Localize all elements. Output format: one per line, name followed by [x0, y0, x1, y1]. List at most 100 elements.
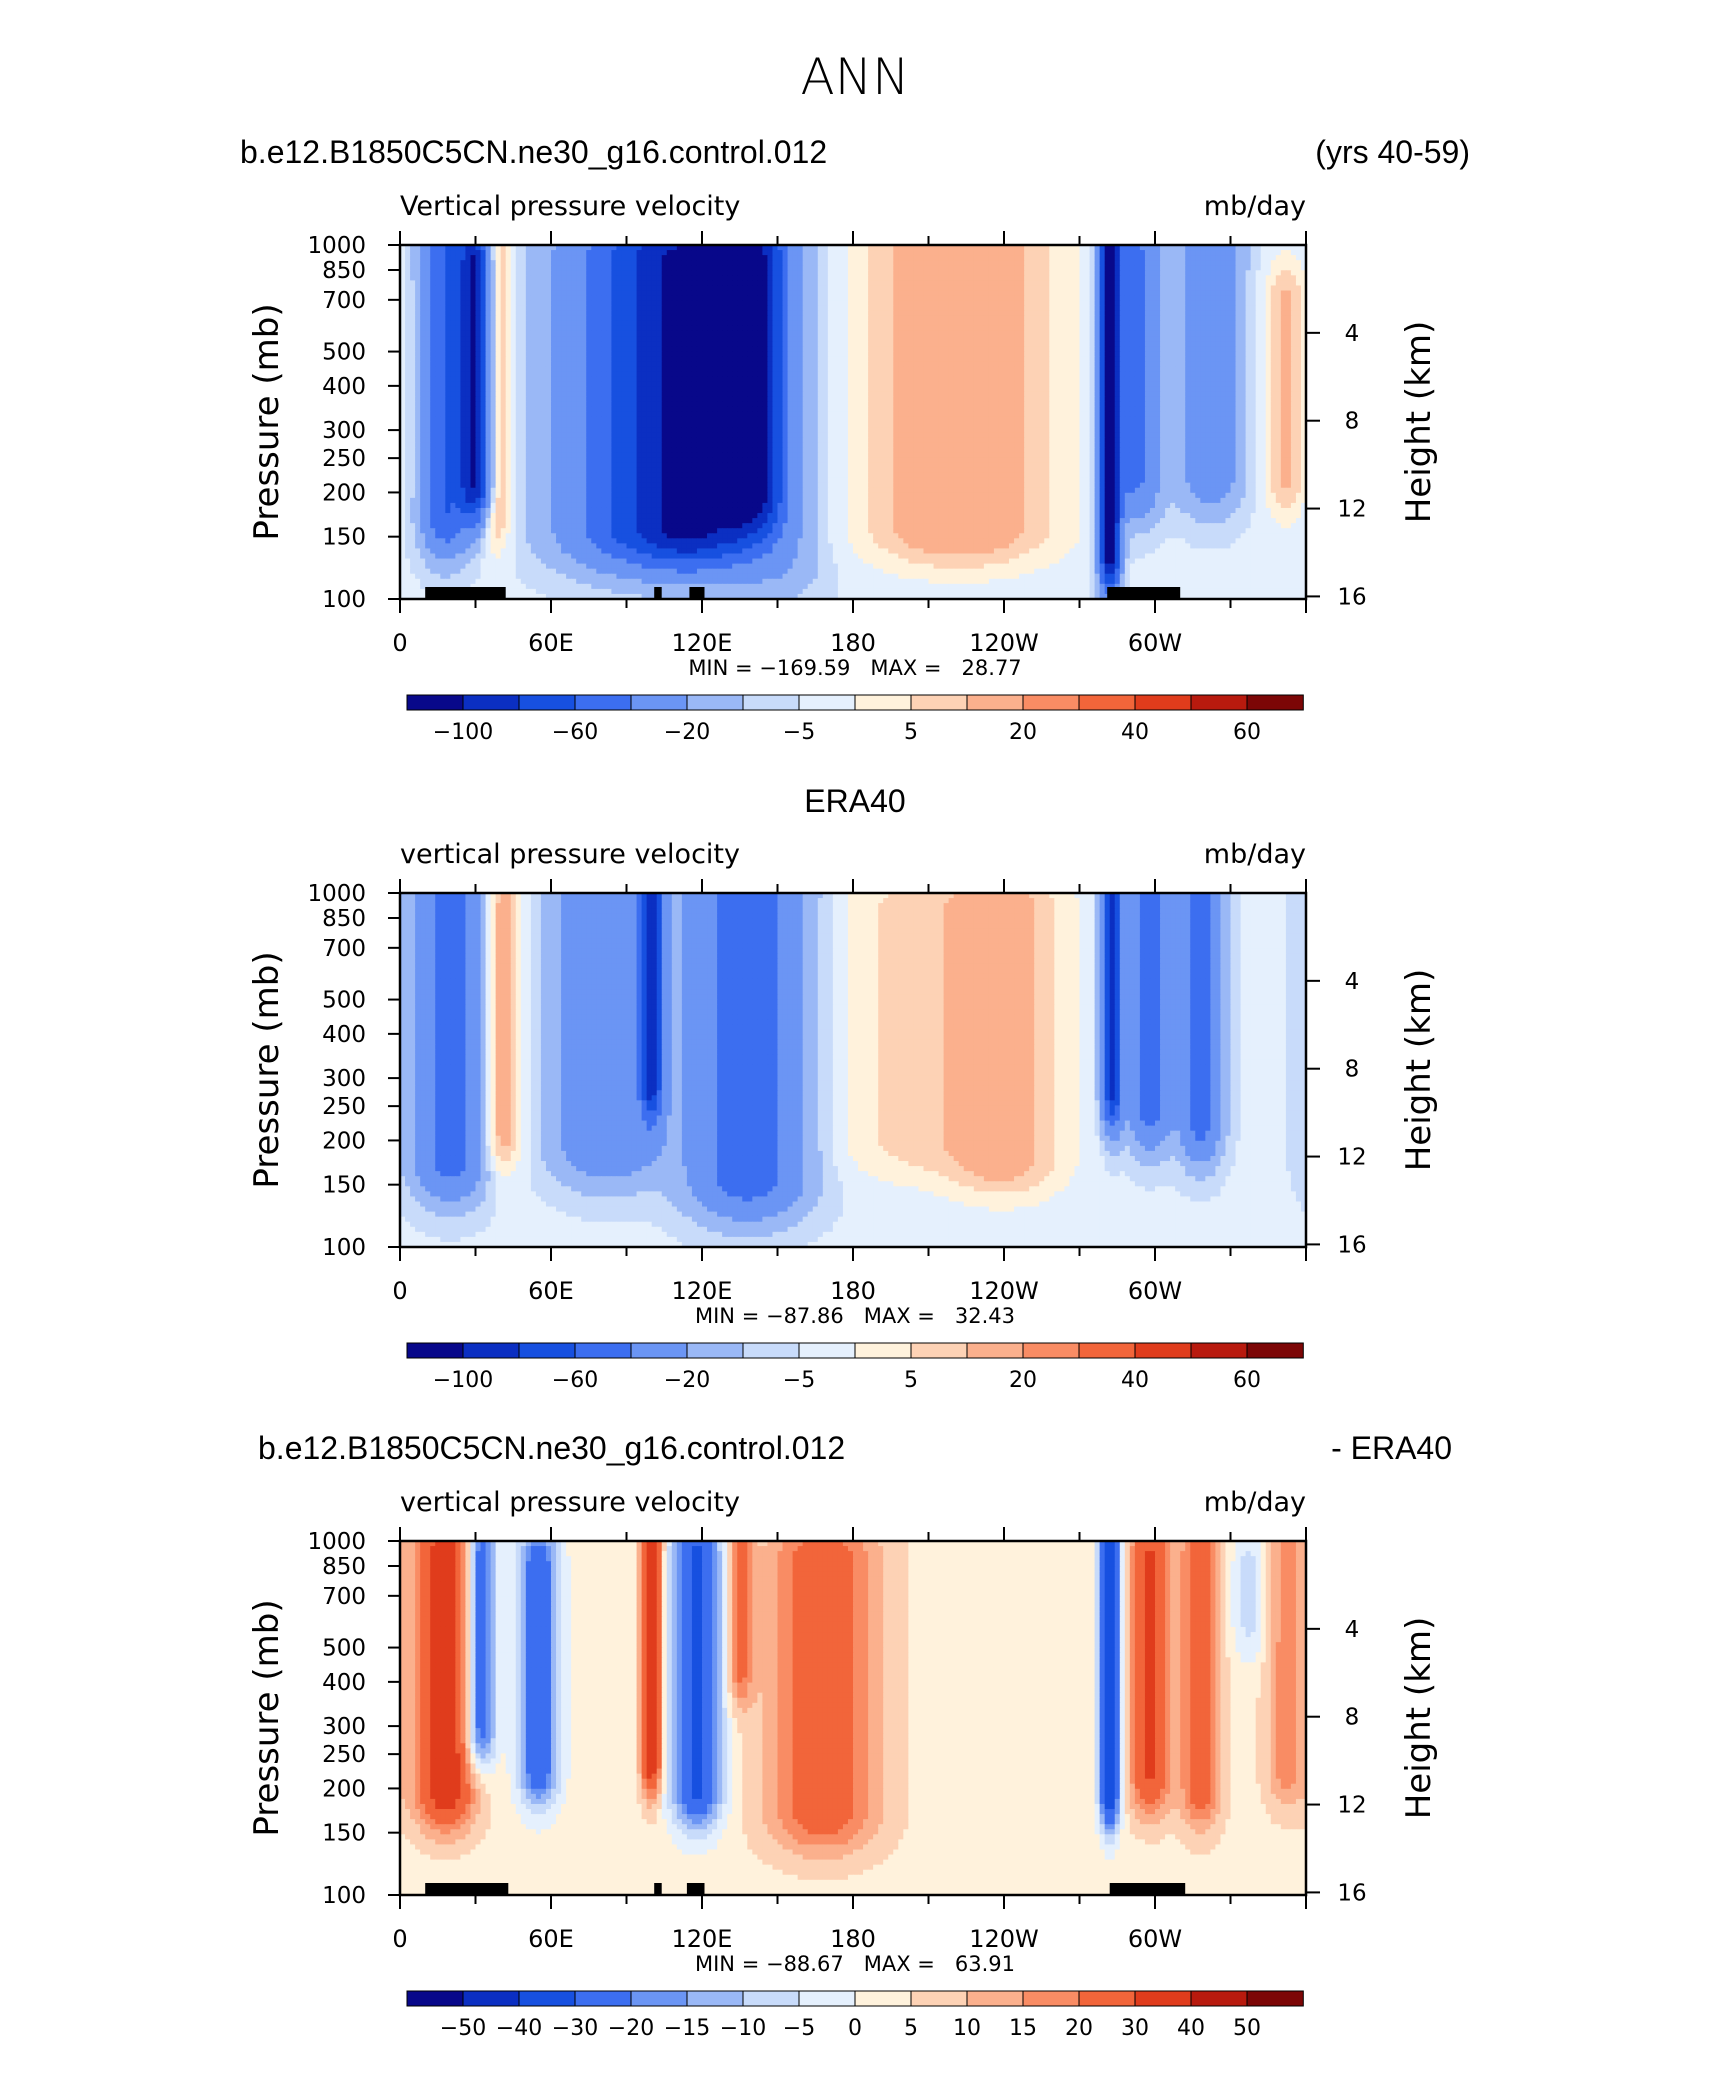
- field-cell: [1295, 305, 1302, 312]
- field-cell: [460, 260, 467, 266]
- field-cell: [822, 366, 829, 373]
- field-cell: [963, 371, 970, 378]
- field-cell: [666, 330, 673, 337]
- field-cell: [651, 270, 658, 276]
- field-cell: [1300, 260, 1306, 266]
- field-cell: [455, 351, 461, 357]
- field-cell: [928, 356, 935, 362]
- field-cell: [636, 270, 643, 276]
- field-cell: [1104, 280, 1111, 287]
- field-cell: [727, 330, 733, 337]
- field-cell: [1039, 320, 1045, 327]
- field-cell: [475, 381, 482, 388]
- field-cell: [953, 381, 960, 388]
- field-cell: [621, 356, 628, 362]
- field-cell: [525, 275, 532, 281]
- field-cell: [943, 376, 950, 383]
- field-cell: [1205, 275, 1211, 281]
- field-cell: [696, 320, 703, 327]
- field-cell: [747, 330, 753, 337]
- field-cell: [943, 270, 950, 276]
- field-cell: [742, 336, 748, 342]
- field-cell: [752, 250, 758, 256]
- field-cell: [1049, 346, 1055, 352]
- field-cell: [1119, 295, 1126, 302]
- field-cell: [1144, 366, 1151, 373]
- field-cell: [601, 341, 607, 347]
- field-cell: [1079, 346, 1086, 352]
- field-cell: [545, 346, 552, 352]
- field-cell: [1230, 285, 1237, 292]
- field-cell: [968, 275, 975, 281]
- field-cell: [671, 320, 678, 327]
- field-cell: [1144, 260, 1151, 266]
- field-cell: [445, 300, 451, 307]
- field-cell: [676, 290, 683, 297]
- field-cell: [410, 310, 416, 317]
- field-cell: [586, 280, 592, 287]
- field-cell: [1104, 275, 1111, 281]
- field-cell: [812, 290, 819, 297]
- field-cell: [953, 376, 960, 383]
- field-cell: [661, 336, 668, 342]
- field-cell: [817, 346, 824, 352]
- field-cell: [586, 371, 592, 378]
- field-cell: [616, 341, 623, 347]
- field-cell: [460, 285, 467, 292]
- field-cell: [1260, 300, 1267, 307]
- field-cell: [671, 295, 678, 302]
- field-cell: [1004, 341, 1010, 347]
- field-cell: [601, 260, 607, 266]
- field-cell: [621, 300, 628, 307]
- field-cell: [425, 245, 431, 251]
- field-cell: [988, 270, 995, 276]
- field-cell: [1170, 275, 1176, 281]
- field-cell: [837, 356, 844, 362]
- field-cell: [405, 346, 411, 352]
- field-cell: [732, 351, 738, 357]
- field-cell: [1099, 341, 1106, 347]
- field-cell: [908, 285, 914, 292]
- field-cell: [495, 381, 502, 388]
- field-cell: [551, 330, 557, 337]
- field-cell: [978, 320, 985, 327]
- field-cell: [878, 336, 884, 342]
- field-cell: [1215, 305, 1222, 312]
- field-cell: [1149, 346, 1156, 352]
- field-cell: [837, 265, 844, 271]
- field-cell: [1044, 260, 1050, 266]
- field-cell: [1290, 260, 1297, 266]
- field-cell: [1089, 255, 1096, 261]
- field-cell: [978, 361, 985, 367]
- field-cell: [661, 285, 668, 292]
- field-cell: [1069, 356, 1076, 362]
- field-cell: [1134, 361, 1141, 367]
- field-cell: [1114, 260, 1121, 266]
- field-cell: [1149, 351, 1156, 357]
- field-cell: [1089, 260, 1096, 266]
- field-cell: [1019, 330, 1025, 337]
- field-cell: [933, 270, 940, 276]
- field-cell: [928, 245, 935, 251]
- field-cell: [1205, 341, 1211, 347]
- field-cell: [505, 336, 512, 342]
- field-cell: [1175, 336, 1181, 342]
- field-cell: [510, 346, 517, 352]
- field-cell: [656, 245, 663, 251]
- field-cell: [747, 366, 753, 373]
- field-cell: [943, 300, 950, 307]
- field-cell: [1144, 336, 1151, 342]
- field-cell: [953, 260, 960, 266]
- field-cell: [1195, 336, 1201, 342]
- field-cell: [1139, 285, 1146, 292]
- field-cell: [470, 270, 477, 276]
- panel-1: b.e12.B1850C5CN.ne30_g16.control.012 Ver…: [240, 134, 1439, 745]
- field-cell: [410, 305, 416, 312]
- field-cell: [1079, 361, 1086, 367]
- field-cell: [480, 290, 487, 297]
- field-cell: [1019, 280, 1025, 287]
- field-cell: [601, 320, 607, 327]
- field-cell: [772, 381, 779, 388]
- field-cell: [571, 290, 577, 297]
- field-cell: [893, 371, 899, 378]
